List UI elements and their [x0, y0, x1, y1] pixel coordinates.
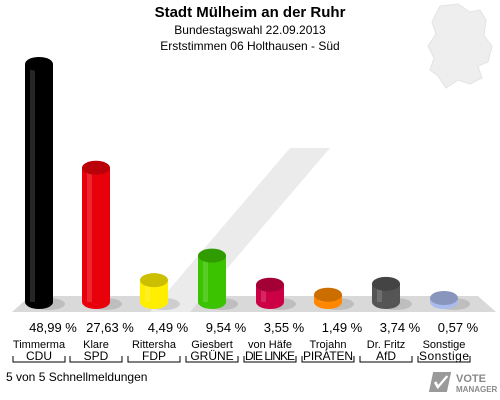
chart-title: Stadt Mülheim an der Ruhr	[154, 4, 346, 21]
category-label: GRÜNE	[190, 349, 233, 363]
category-label: CDU	[26, 349, 52, 363]
candidate-label: Timmerma	[13, 339, 66, 351]
value-label: 48,99 %	[29, 320, 77, 335]
bar	[314, 287, 354, 310]
value-label: 27,63 %	[86, 320, 134, 335]
bar	[430, 291, 470, 310]
category-bracket	[69, 356, 123, 363]
candidate-label: Rittersha	[132, 339, 177, 351]
candidate-label: Sonstige	[423, 339, 466, 351]
candidate-label: Dr. Fritz	[367, 339, 406, 351]
category-bracket	[12, 356, 66, 363]
value-label: 0,57 %	[438, 320, 479, 335]
chart-subtitle-2: Erststimmen 06 Holthausen - Süd	[160, 39, 340, 53]
bar	[140, 273, 180, 310]
category-bracket	[417, 356, 471, 363]
category-label: AfD	[376, 349, 396, 363]
bar	[256, 277, 296, 310]
value-label: 3,55 %	[264, 320, 305, 335]
candidate-label: Trojahn	[310, 339, 347, 351]
category-bracket	[127, 356, 181, 363]
svg-text:MANAGER: MANAGER	[456, 385, 498, 394]
status-text: 5 von 5 Schnellmeldungen	[6, 370, 148, 384]
category-bracket	[185, 356, 239, 363]
candidate-label: Giesbert	[191, 339, 233, 351]
category-label: FDP	[142, 349, 166, 363]
value-label: 3,74 %	[380, 320, 421, 335]
bar	[82, 160, 122, 310]
value-label: 9,54 %	[206, 320, 247, 335]
svg-text:VOTE: VOTE	[456, 373, 486, 385]
bar	[25, 57, 65, 310]
value-label: 4,49 %	[148, 320, 189, 335]
category-label: DIE LINKE	[245, 349, 295, 363]
candidate-label: Klare	[83, 339, 109, 351]
category-bracket	[301, 356, 355, 363]
category-label: SPD	[84, 349, 109, 363]
decor-shadow	[150, 148, 330, 312]
value-label: 1,49 %	[322, 320, 363, 335]
bar	[198, 248, 238, 310]
category-label: PIRATEN	[303, 349, 353, 363]
category-bracket	[243, 356, 297, 363]
category-label: Sonstige	[419, 349, 469, 363]
bar	[372, 276, 412, 310]
candidate-label: von Häfe	[248, 339, 292, 351]
category-bracket	[359, 356, 413, 363]
votemanager-logo: VOTE MANAGER	[428, 372, 498, 394]
chart-subtitle: Bundestagswahl 22.09.2013	[174, 23, 326, 37]
